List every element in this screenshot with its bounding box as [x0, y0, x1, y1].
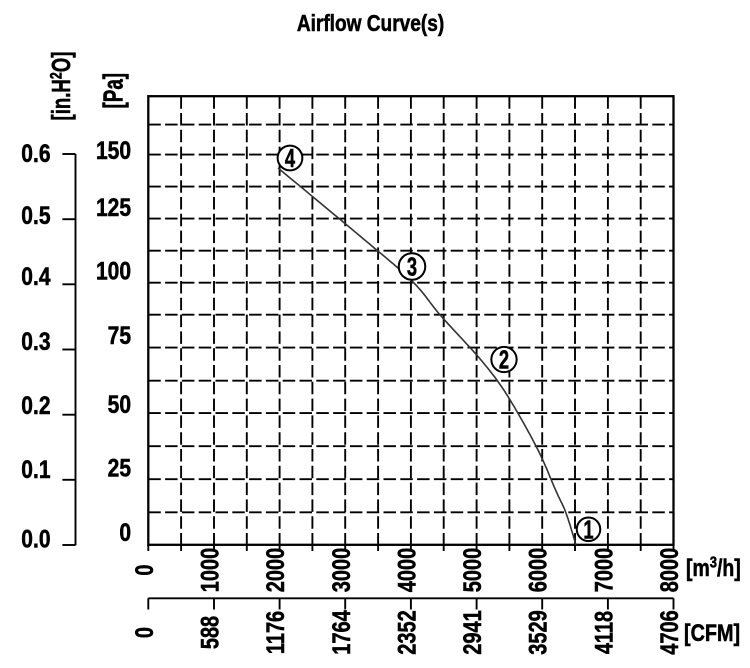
- svg-text:0: 0: [131, 564, 159, 575]
- svg-text:0.5: 0.5: [21, 201, 50, 229]
- svg-text:4706: 4706: [656, 610, 684, 654]
- svg-text:1176: 1176: [262, 611, 290, 654]
- svg-text:0.3: 0.3: [21, 327, 50, 355]
- svg-text:75: 75: [108, 321, 131, 349]
- svg-text:4: 4: [285, 144, 296, 173]
- svg-text:0.2: 0.2: [21, 391, 50, 419]
- svg-text:125: 125: [96, 193, 131, 221]
- svg-text:150: 150: [96, 136, 131, 164]
- svg-text:3000: 3000: [328, 548, 356, 592]
- svg-text:4118: 4118: [590, 611, 618, 654]
- svg-text:4000: 4000: [393, 548, 421, 592]
- svg-text:7000: 7000: [590, 548, 618, 592]
- svg-text:8000: 8000: [656, 548, 684, 592]
- svg-text:0.6: 0.6: [21, 139, 50, 167]
- svg-text:0.4: 0.4: [21, 262, 50, 290]
- svg-text:588: 588: [196, 616, 224, 649]
- svg-text:6000: 6000: [525, 548, 553, 592]
- svg-text:1: 1: [583, 515, 593, 544]
- svg-text:2000: 2000: [262, 548, 290, 592]
- svg-text:2: 2: [499, 346, 509, 375]
- svg-text:0: 0: [131, 627, 159, 638]
- svg-text:[in.H2O]: [in.H2O]: [47, 52, 76, 121]
- svg-text:50: 50: [108, 390, 131, 418]
- svg-text:[Pa]: [Pa]: [98, 73, 128, 109]
- svg-text:0: 0: [119, 518, 131, 546]
- svg-text:0.0: 0.0: [21, 525, 50, 553]
- svg-text:1764: 1764: [328, 610, 356, 655]
- svg-text:Airflow Curve(s): Airflow Curve(s): [297, 12, 444, 37]
- svg-text:100: 100: [96, 257, 131, 285]
- svg-text:2941: 2941: [459, 610, 487, 654]
- svg-text:2352: 2352: [393, 610, 421, 654]
- svg-text:5000: 5000: [459, 548, 487, 592]
- svg-text:25: 25: [108, 454, 131, 482]
- svg-text:0.1: 0.1: [21, 455, 50, 483]
- svg-text:1000: 1000: [196, 548, 224, 592]
- svg-text:3: 3: [407, 253, 417, 282]
- svg-text:3529: 3529: [525, 610, 553, 654]
- svg-text:[CFM]: [CFM]: [684, 619, 740, 646]
